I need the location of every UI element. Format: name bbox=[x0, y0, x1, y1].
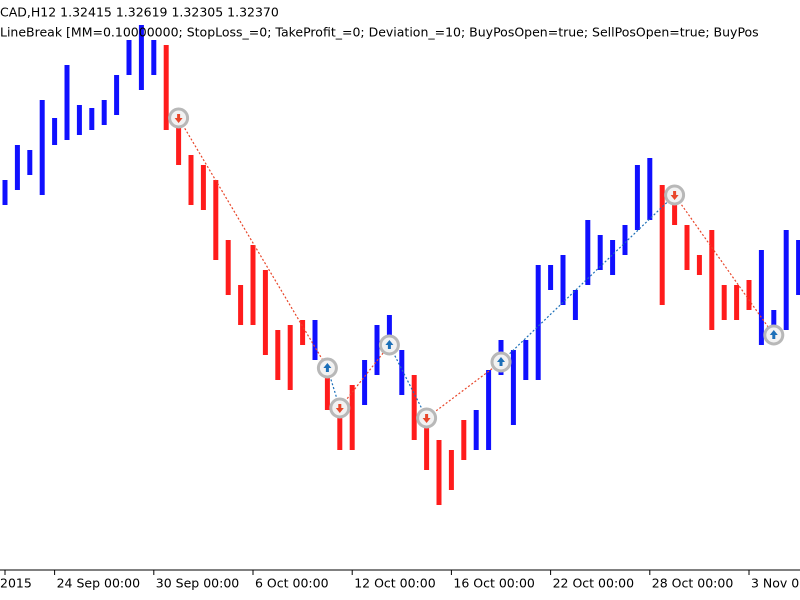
signal-path bbox=[339, 344, 390, 409]
price-bar bbox=[572, 290, 578, 320]
signal-marker bbox=[763, 324, 785, 346]
price-bar bbox=[783, 230, 789, 330]
price-bar bbox=[473, 410, 479, 450]
price-bar bbox=[647, 158, 653, 220]
price-bar bbox=[262, 270, 268, 355]
price-bar bbox=[126, 40, 132, 75]
x-tick-label: 24 Sep 00:00 bbox=[57, 576, 140, 591]
price-bar bbox=[324, 365, 330, 410]
price-bar bbox=[101, 100, 107, 125]
price-bar bbox=[225, 240, 231, 295]
indicator-params: LineBreak [MM=0.10000000; StopLoss_=0; T… bbox=[0, 25, 759, 40]
price-bar bbox=[287, 325, 293, 390]
signal-marker bbox=[168, 107, 190, 129]
price-bar bbox=[89, 108, 95, 130]
signal-arrow bbox=[769, 330, 778, 339]
price-bar bbox=[337, 405, 343, 450]
price-bar bbox=[52, 118, 58, 145]
price-bar bbox=[709, 230, 715, 330]
price-bar bbox=[14, 145, 20, 190]
signal-arrow bbox=[670, 191, 679, 200]
x-tick-label: 16 Oct 00:00 bbox=[453, 576, 535, 591]
price-bar bbox=[238, 285, 244, 325]
price-bar bbox=[548, 265, 554, 290]
price-bar bbox=[213, 180, 219, 260]
price-bar bbox=[436, 440, 442, 505]
price-bar bbox=[622, 225, 628, 255]
price-bar bbox=[151, 40, 157, 75]
price-bar bbox=[39, 100, 45, 195]
price-bar bbox=[535, 265, 541, 380]
price-bar bbox=[2, 180, 8, 205]
price-bar bbox=[188, 155, 194, 205]
signal-path bbox=[388, 344, 428, 419]
signal-path bbox=[326, 367, 341, 409]
plot-area bbox=[2, 25, 800, 505]
price-bar bbox=[138, 25, 144, 90]
signal-path bbox=[500, 194, 676, 363]
price-bar bbox=[163, 45, 169, 130]
price-bar bbox=[721, 285, 727, 320]
x-tick-label: 22 Oct 00:00 bbox=[553, 576, 635, 591]
signal-marker bbox=[490, 351, 512, 373]
price-bar bbox=[746, 280, 752, 310]
signal-arrow bbox=[323, 363, 332, 372]
price-bar bbox=[448, 450, 454, 490]
x-tick-label: 6 Oct 00:00 bbox=[255, 576, 329, 591]
price-bar bbox=[659, 185, 665, 305]
signal-arrow bbox=[174, 114, 183, 123]
price-bar bbox=[758, 250, 764, 345]
price-bar bbox=[411, 375, 417, 440]
price-bar bbox=[734, 285, 740, 320]
x-tick-label: 3 Nov 00:00 bbox=[751, 576, 800, 591]
chart-title: CAD,H12 1.32415 1.32619 1.32305 1.32370 bbox=[0, 5, 279, 20]
price-bar bbox=[597, 235, 603, 270]
price-bar bbox=[114, 75, 120, 115]
signal-marker bbox=[329, 397, 351, 419]
price-bar bbox=[523, 340, 529, 380]
price-bar bbox=[176, 120, 182, 165]
price-bar bbox=[696, 255, 702, 275]
price-bar bbox=[374, 325, 380, 375]
price-bar bbox=[300, 320, 306, 345]
price-bar bbox=[76, 105, 82, 135]
price-bar bbox=[486, 370, 492, 450]
signal-marker bbox=[664, 184, 686, 206]
price-bar bbox=[461, 420, 467, 460]
price-bar bbox=[399, 350, 405, 395]
signal-path bbox=[178, 117, 328, 369]
signal-arrow bbox=[422, 414, 431, 423]
price-bar bbox=[200, 165, 206, 210]
x-tick-label: 30 Sep 00:00 bbox=[156, 576, 239, 591]
x-tick-label: 12 Oct 00:00 bbox=[354, 576, 436, 591]
signal-path bbox=[426, 361, 502, 419]
signal-marker bbox=[378, 334, 400, 356]
signal-path bbox=[674, 194, 775, 336]
signal-arrow bbox=[497, 357, 505, 366]
price-bar bbox=[560, 255, 566, 305]
price-bar bbox=[27, 150, 33, 175]
price-bar bbox=[349, 385, 355, 450]
price-bar bbox=[610, 240, 616, 275]
signal-arrow bbox=[385, 340, 394, 349]
x-tick-label: 28 Oct 00:00 bbox=[652, 576, 734, 591]
price-bar bbox=[250, 245, 256, 325]
price-bar bbox=[312, 320, 318, 360]
price-bar bbox=[510, 350, 516, 425]
price-bar bbox=[796, 240, 800, 295]
price-bar bbox=[64, 65, 70, 140]
price-bar bbox=[424, 420, 430, 470]
price-bar bbox=[275, 330, 281, 380]
price-bar bbox=[684, 225, 690, 270]
price-bar bbox=[672, 190, 678, 225]
price-bar bbox=[585, 220, 591, 285]
signal-marker bbox=[316, 357, 338, 379]
price-bar bbox=[362, 360, 368, 405]
price-bar bbox=[634, 165, 640, 230]
x-tick-label: 2015 bbox=[0, 576, 32, 591]
signal-arrow bbox=[335, 404, 344, 413]
signal-marker bbox=[416, 407, 438, 429]
